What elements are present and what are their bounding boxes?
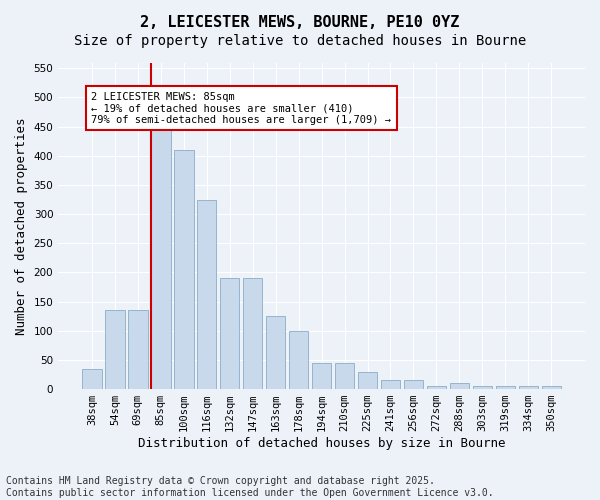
Bar — [82, 368, 101, 389]
X-axis label: Distribution of detached houses by size in Bourne: Distribution of detached houses by size … — [138, 437, 505, 450]
Text: 2 LEICESTER MEWS: 85sqm
← 19% of detached houses are smaller (410)
79% of semi-d: 2 LEICESTER MEWS: 85sqm ← 19% of detache… — [91, 92, 391, 125]
Bar — [174, 150, 194, 389]
Bar — [449, 384, 469, 389]
Y-axis label: Number of detached properties: Number of detached properties — [15, 117, 28, 334]
Bar — [404, 380, 423, 389]
Bar — [266, 316, 286, 389]
Bar — [197, 200, 217, 389]
Bar — [496, 386, 515, 389]
Bar — [427, 386, 446, 389]
Bar — [335, 363, 355, 389]
Bar — [542, 386, 561, 389]
Bar — [518, 386, 538, 389]
Bar — [128, 310, 148, 389]
Text: Size of property relative to detached houses in Bourne: Size of property relative to detached ho… — [74, 34, 526, 48]
Bar — [381, 380, 400, 389]
Bar — [220, 278, 239, 389]
Bar — [312, 363, 331, 389]
Bar — [105, 310, 125, 389]
Text: 2, LEICESTER MEWS, BOURNE, PE10 0YZ: 2, LEICESTER MEWS, BOURNE, PE10 0YZ — [140, 15, 460, 30]
Bar — [473, 386, 492, 389]
Bar — [151, 126, 170, 389]
Bar — [358, 372, 377, 389]
Bar — [243, 278, 262, 389]
Text: Contains HM Land Registry data © Crown copyright and database right 2025.
Contai: Contains HM Land Registry data © Crown c… — [6, 476, 494, 498]
Bar — [289, 331, 308, 389]
